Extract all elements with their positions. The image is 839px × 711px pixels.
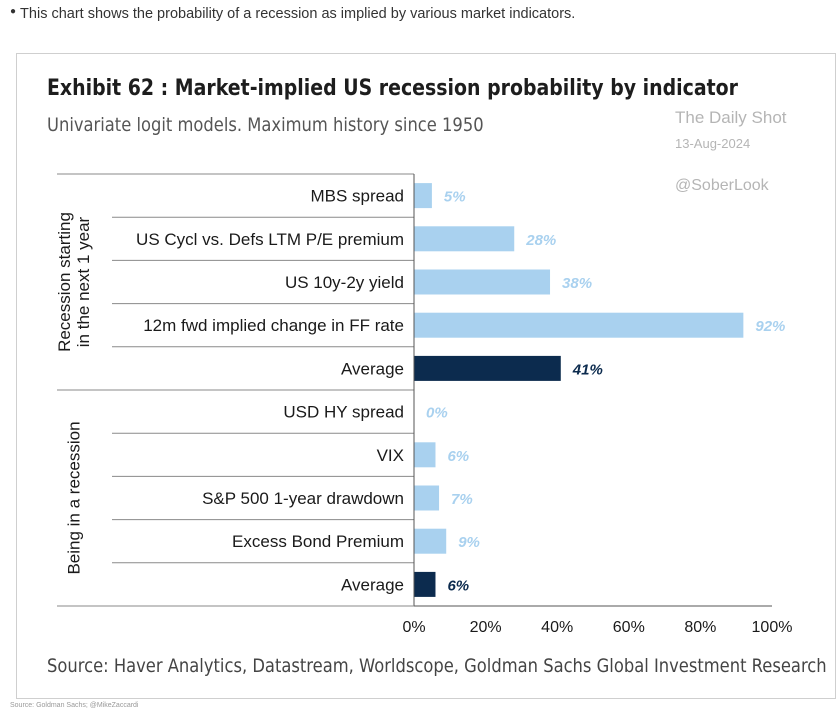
bar — [414, 442, 436, 468]
category-label: S&P 500 1-year drawdown — [202, 489, 404, 508]
value-label: 38% — [562, 275, 592, 292]
value-label: 0% — [426, 405, 448, 422]
category-label: VIX — [377, 446, 404, 465]
chart-title: Exhibit 62 : Market-implied US recession… — [47, 76, 739, 101]
bar — [414, 269, 551, 295]
watermark-handle: @SoberLook — [675, 177, 769, 194]
category-label: US 10y-2y yield — [285, 273, 404, 292]
chart-subtitle: Univariate logit models. Maximum history… — [47, 114, 484, 136]
caption-text: This chart shows the probability of a re… — [20, 6, 576, 22]
value-label: 6% — [447, 448, 469, 465]
group-label: Being in a recession — [64, 421, 83, 574]
value-label: 6% — [447, 577, 469, 594]
group-label: Recession starting — [55, 212, 74, 352]
group-label: in the next 1 year — [74, 216, 93, 347]
category-label: MBS spread — [310, 187, 404, 206]
x-tick-label: 80% — [684, 619, 716, 636]
category-label: Excess Bond Premium — [232, 532, 404, 551]
value-label: 92% — [755, 318, 785, 335]
watermark-date: 13-Aug-2024 — [675, 136, 751, 151]
bar — [414, 312, 744, 338]
category-label: US Cycl vs. Defs LTM P/E premium — [136, 230, 404, 249]
chart-source: Source: Haver Analytics, Datastream, Wor… — [47, 655, 827, 677]
category-label: USD HY spread — [283, 403, 404, 422]
x-tick-label: 20% — [470, 619, 502, 636]
image-credit: Source: Goldman Sachs; @MikeZaccardi — [10, 702, 139, 709]
bar — [414, 226, 515, 252]
x-tick-label: 40% — [541, 619, 573, 636]
category-label: Average — [341, 575, 404, 594]
bar — [414, 485, 440, 511]
bar — [414, 571, 436, 597]
value-label: 28% — [525, 232, 556, 249]
page-caption: ● This chart shows the probability of a r… — [10, 6, 575, 22]
watermark-brand: The Daily Shot — [675, 108, 787, 127]
chart-frame: Exhibit 62 : Market-implied US recession… — [16, 53, 836, 699]
bar-chart: MBS spread 5% US Cycl vs. Defs LTM P/E pre… — [55, 173, 793, 636]
category-label: 12m fwd implied change in FF rate — [143, 316, 404, 335]
value-label: 5% — [444, 189, 466, 206]
x-tick-label: 100% — [752, 619, 793, 636]
bar — [414, 355, 561, 381]
bullet-icon: ● — [10, 6, 17, 17]
bar — [414, 183, 432, 209]
value-label: 7% — [451, 491, 473, 508]
x-tick-label: 60% — [613, 619, 645, 636]
x-tick-label: 0% — [402, 619, 425, 636]
value-label: 41% — [572, 361, 603, 378]
bar — [414, 528, 447, 554]
value-label: 9% — [458, 534, 480, 551]
category-label: Average — [341, 359, 404, 378]
